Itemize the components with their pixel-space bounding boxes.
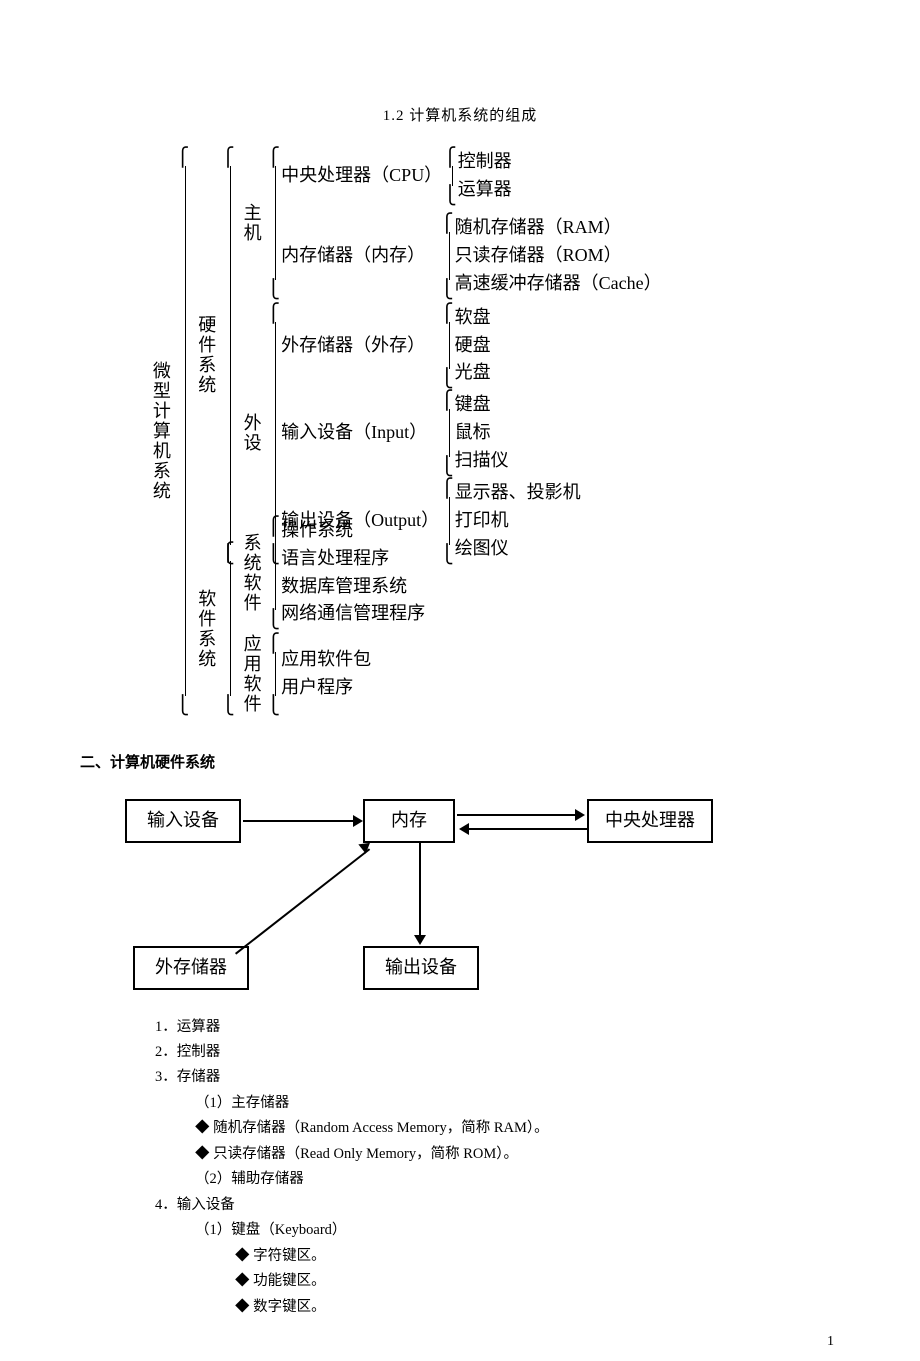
tree-sys-c3: 数据库管理系统	[281, 573, 425, 601]
tree-waishe: 外设	[236, 413, 266, 453]
tree-sw: 软件系统	[190, 589, 220, 669]
block-cpu: 中央处理器	[587, 799, 713, 843]
outline-text: 1．运算器 2．控制器 3．存储器 （1）主存储器 ◆ 随机存储器（Random…	[155, 1016, 840, 1319]
tree-out-c1: 显示器、投影机	[455, 479, 581, 507]
outline-4-1c: ◆ 数字键区。	[235, 1296, 840, 1318]
tree-diagram: 微型计算机系统 ⎧⎩ 硬件系统 ⎧⎩ 主机 ⎧⎩	[145, 148, 840, 714]
block-input: 输入设备	[125, 799, 241, 843]
outline-4: 4．输入设备	[155, 1194, 840, 1216]
block-mem: 内存	[363, 799, 455, 843]
outline-3-1b: ◆ 只读存储器（Read Only Memory，简称 ROM）。	[195, 1143, 840, 1165]
outline-4-1b: ◆ 功能键区。	[235, 1270, 840, 1292]
tree-mem-c1: 随机存储器（RAM）	[455, 214, 662, 242]
tree-syssw: 系统软件	[236, 533, 266, 613]
tree-mem-c3: 高速缓冲存储器（Cache）	[455, 270, 662, 298]
tree-mem-c2: 只读存储器（ROM）	[455, 242, 662, 270]
tree-sys-c4: 网络通信管理程序	[281, 600, 425, 628]
tree-in-c2: 鼠标	[455, 419, 509, 447]
outline-2: 2．控制器	[155, 1041, 840, 1063]
tree-app-c1: 应用软件包	[281, 646, 371, 674]
outline-4-1: （1）键盘（Keyboard）	[195, 1219, 840, 1241]
outline-3-1a: ◆ 随机存储器（Random Access Memory，简称 RAM）。	[195, 1117, 840, 1139]
tree-root: 微型计算机系统	[145, 361, 175, 501]
outline-3-1: （1）主存储器	[195, 1092, 840, 1114]
tree-mem: 内存储器（内存）	[281, 242, 439, 270]
tree-in: 输入设备（Input）	[281, 419, 439, 447]
tree-ext-c1: 软盘	[455, 304, 491, 332]
tree-app-c2: 用户程序	[281, 674, 371, 702]
tree-in-c1: 键盘	[455, 391, 509, 419]
outline-3-2: （2）辅助存储器	[195, 1168, 840, 1190]
page-title: 1.2 计算机系统的组成	[80, 105, 840, 128]
outline-3: 3．存储器	[155, 1066, 840, 1088]
page-number: 1	[827, 1331, 834, 1353]
tree-zhuji: 主机	[236, 203, 266, 243]
tree-ext: 外存储器（外存）	[281, 332, 439, 360]
tree-ext-c3: 光盘	[455, 359, 491, 387]
tree-cpu-c1: 控制器	[458, 148, 512, 176]
tree-appsw: 应用软件	[236, 634, 266, 714]
tree-cpu: 中央处理器（CPU）	[281, 162, 442, 190]
tree-hw: 硬件系统	[190, 315, 220, 395]
tree-sys-c1: 操作系统	[281, 517, 425, 545]
outline-4-1a: ◆ 字符键区。	[235, 1245, 840, 1267]
tree-ext-c2: 硬盘	[455, 332, 491, 360]
block-diagram: 输入设备 内存 中央处理器 外存储器 输出设备	[125, 794, 735, 990]
block-extmem: 外存储器	[133, 946, 249, 990]
tree-cpu-c2: 运算器	[458, 176, 512, 204]
section-heading-2: 二、计算机硬件系统	[80, 752, 840, 775]
tree-in-c3: 扫描仪	[455, 447, 509, 475]
tree-sys-c2: 语言处理程序	[281, 545, 425, 573]
block-output: 输出设备	[363, 946, 479, 990]
outline-1: 1．运算器	[155, 1016, 840, 1038]
